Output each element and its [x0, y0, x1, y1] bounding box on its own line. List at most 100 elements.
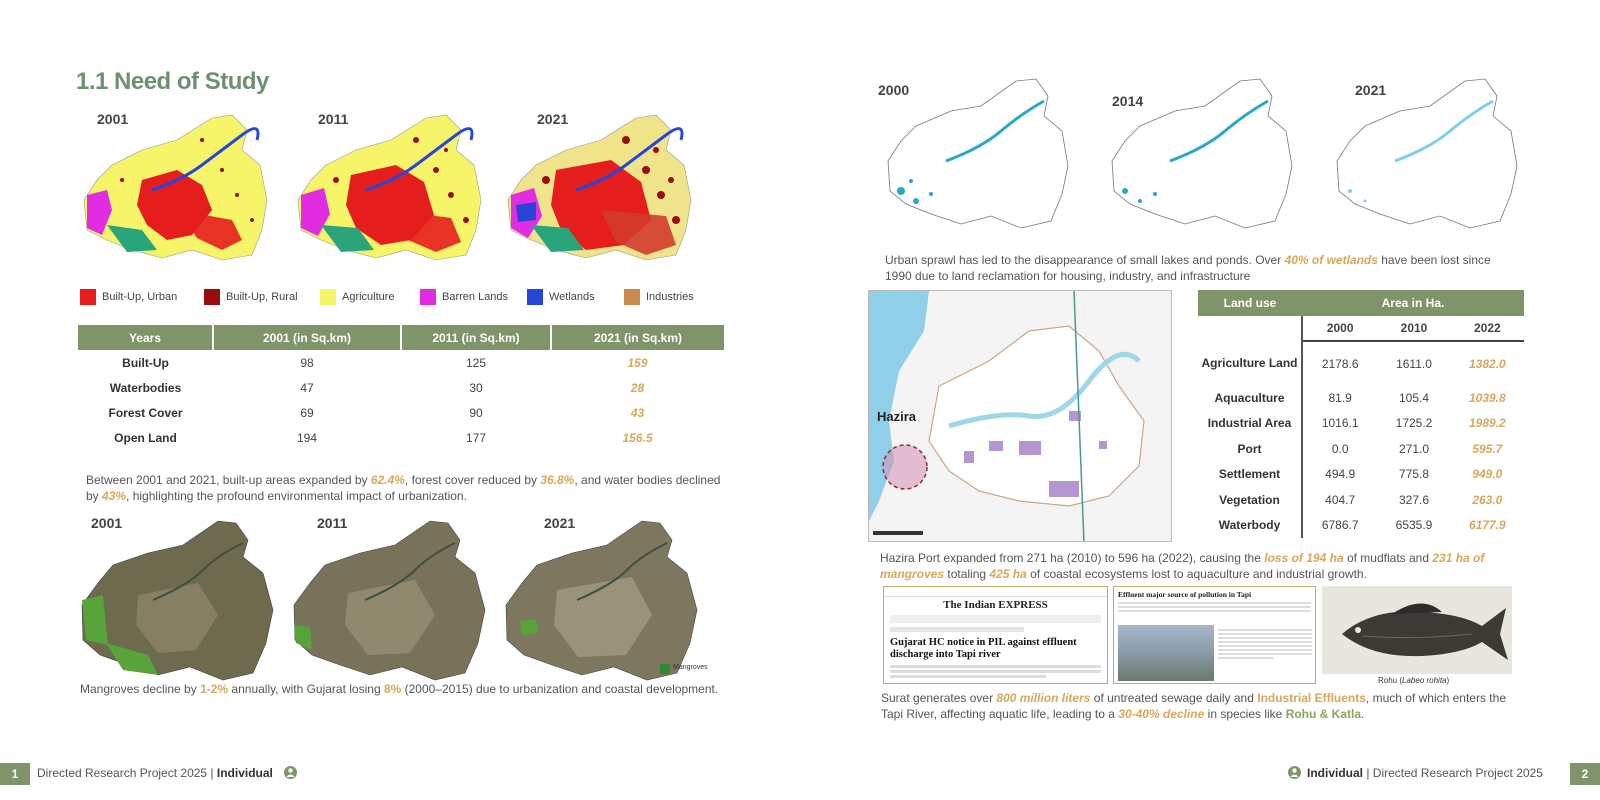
hazira-label: Hazira	[877, 409, 917, 424]
table-header: 2000	[1302, 315, 1378, 342]
highlight: Industrial Effluents	[1257, 691, 1366, 705]
highlight: 800 million liters	[996, 691, 1091, 705]
table-row: Vegetation 404.7 327.6 263.0	[1198, 487, 1524, 513]
wetland-map-2014	[1111, 78, 1293, 229]
lulc-year-label: 2021	[537, 111, 569, 127]
legend-swatch	[527, 289, 543, 305]
news-photo	[1118, 625, 1214, 681]
fish-caption: Rohu (Labeo rohita)	[1378, 676, 1449, 685]
wetland-map-2000	[887, 78, 1069, 229]
text-run: .	[1361, 707, 1365, 721]
table-row: Open Land 194 177 156.5	[78, 425, 724, 450]
table-cell: 6535.9	[1395, 518, 1433, 533]
highlight: 8%	[383, 682, 402, 696]
table-cell: Vegetation	[1198, 487, 1303, 513]
table-cell: 43	[630, 405, 645, 420]
table-cell: 494.9	[1325, 467, 1356, 482]
wetland-year-label: 2000	[878, 82, 910, 98]
table-cell: 6786.7	[1321, 518, 1359, 533]
satellite-year-label: 2011	[317, 515, 348, 531]
text-run: Hazira Port expanded from 271 ha (2010) …	[880, 551, 1265, 565]
urbanization-paragraph: Between 2001 and 2021, built-up areas ex…	[86, 472, 726, 504]
footer-project: Directed Research Project 2025 |	[37, 766, 217, 780]
table-cell: 194	[296, 430, 318, 445]
table-cell: 90	[469, 405, 483, 420]
table-cell: 775.8	[1398, 467, 1429, 482]
table-header-row: Years 2001 (in Sq.km) 2011 (in Sq.km) 20…	[78, 325, 724, 350]
highlight: 62.4%	[370, 473, 405, 487]
caption-species: Labeo rohita	[1402, 676, 1447, 685]
hazira-landuse-table: Land use Area in Ha. 2000 2010 2022 Agri…	[1198, 290, 1524, 538]
table-cell: Port	[1198, 436, 1303, 462]
lulc-map-2021	[507, 114, 692, 261]
legend-label: Built-Up, Urban	[102, 291, 178, 303]
hazira-map: Hazira	[868, 290, 1172, 542]
table-row: Waterbody 6786.7 6535.9 6177.9	[1198, 512, 1524, 538]
table-cell: 105.4	[1398, 390, 1429, 405]
sewage-paragraph: Surat generates over 800 million liters …	[881, 690, 1521, 722]
news-clipping-tapi-pollution: Effluent major source of pollution in Ta…	[1113, 586, 1316, 684]
table-cell: 327.6	[1398, 492, 1429, 507]
table-cell: 1989.2	[1468, 416, 1506, 431]
table-row: Port 0.0 271.0 595.7	[1198, 436, 1524, 462]
legend-swatch	[420, 289, 436, 305]
legend-swatch	[624, 289, 640, 305]
table-header: Area in Ha.	[1302, 290, 1524, 316]
table-header-row: Land use Area in Ha.	[1198, 290, 1524, 316]
caption-text: Rohu (	[1378, 676, 1403, 685]
satellite-map-2021	[505, 520, 698, 681]
table-cell: 6177.9	[1468, 518, 1506, 533]
highlight: 30-40% decline	[1118, 707, 1205, 721]
satellite-map-2001	[81, 520, 274, 681]
mangrove-paragraph: Mangroves decline by 1-2% annually, with…	[80, 681, 720, 697]
legend-item: Built-Up, Rural	[204, 289, 298, 305]
table-header: 2001 (in Sq.km)	[213, 325, 402, 350]
satellite-year-label: 2021	[544, 515, 576, 531]
table-cell: 949.0	[1472, 467, 1503, 482]
table-cell: 1725.2	[1395, 416, 1433, 431]
person-icon	[1288, 766, 1301, 779]
table-cell: 30	[469, 380, 483, 395]
lulc-legend: Built-Up, Urban Built-Up, Rural Agricult…	[80, 289, 720, 309]
wetland-year-label: 2014	[1112, 93, 1144, 109]
table-cell: 0.0	[1331, 441, 1349, 456]
table-cell: Settlement	[1198, 461, 1303, 487]
table-row: Agriculture Land 2178.6 1611.0 1382.0	[1198, 341, 1524, 385]
wetland-map-2021	[1336, 78, 1518, 229]
text-run: Between 2001 and 2021, built-up areas ex…	[86, 473, 371, 487]
table-cell: Waterbody	[1198, 512, 1303, 538]
footer-text: Directed Research Project 2025 | Individ…	[37, 766, 298, 780]
lulc-map-2011	[297, 114, 482, 261]
news-headline: Gujarat HC notice in PIL against effluen…	[890, 637, 1077, 660]
table-cell: 1016.1	[1321, 416, 1359, 431]
table-cell	[1198, 315, 1303, 341]
table-row: Settlement 494.9 775.8 949.0	[1198, 461, 1524, 487]
table-row: Waterbodies 47 30 28	[78, 375, 724, 400]
table-cell: 271.0	[1398, 441, 1429, 456]
highlight: 36.8%	[540, 473, 575, 487]
table-cell: 595.7	[1472, 441, 1503, 456]
text-run: Surat generates over	[881, 691, 997, 705]
table-row: Forest Cover 69 90 43	[78, 400, 724, 425]
highlight: 1-2%	[200, 682, 229, 696]
text-run: Urban sprawl has led to the disappearanc…	[885, 253, 1285, 267]
legend-swatch	[320, 289, 336, 305]
table-cell: 81.9	[1328, 390, 1352, 405]
legend-label: Wetlands	[549, 291, 595, 303]
text-run: in species like	[1204, 707, 1286, 721]
legend-item: Built-Up, Urban	[80, 289, 177, 305]
page-title: 1.1 Need of Study	[76, 68, 269, 95]
legend-label: Industries	[646, 291, 694, 303]
table-cell: Aquaculture	[1198, 385, 1303, 411]
text-run: , forest cover reduced by	[404, 473, 541, 487]
table-row: Built-Up 98 125 159	[78, 350, 724, 375]
mangroves-label: Mangroves	[673, 664, 708, 671]
highlight: 43%	[102, 489, 127, 503]
table-cell: 125	[465, 355, 487, 370]
text-run: of mudflats and	[1343, 551, 1433, 565]
table-header: Years	[78, 325, 214, 350]
legend-label: Agriculture	[342, 291, 395, 303]
newspaper-masthead: The Indian EXPRESS	[943, 599, 1048, 611]
table-cell: 47	[300, 380, 314, 395]
legend-label: Barren Lands	[442, 291, 509, 303]
